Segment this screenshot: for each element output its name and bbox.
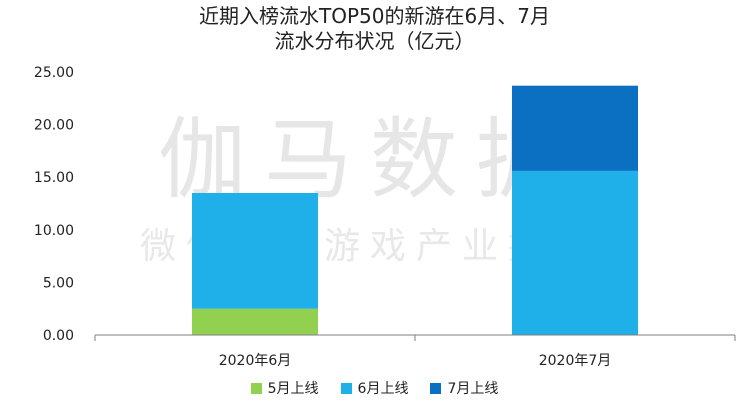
x-category-label: 2020年6月: [219, 353, 292, 369]
legend-label: 6月上线: [357, 381, 409, 397]
y-tick-label: 20.00: [34, 118, 74, 134]
chart-title-line-1: 近期入榜流水TOP50的新游在6月、7月: [199, 4, 550, 28]
bar-segment: [512, 85, 638, 171]
legend-swatch: [430, 382, 442, 394]
legend-item: 5月上线: [250, 378, 319, 398]
legend-label: 7月上线: [447, 381, 499, 397]
x-category-label: 2020年7月: [539, 353, 612, 369]
y-tick-label: 5.00: [43, 275, 74, 291]
chart-title-line-2: 流水分布状况（亿元）: [274, 29, 475, 53]
y-axis: 0.00 5.00 10.00 15.00 20.00 25.00: [34, 65, 74, 344]
legend: 5月上线 6月上线 7月上线: [0, 378, 749, 398]
legend-item: 6月上线: [340, 378, 409, 398]
bars: [192, 85, 638, 335]
bar-segment: [192, 308, 318, 335]
x-axis: 2020年6月 2020年7月: [94, 334, 736, 369]
bar-segment: [192, 192, 318, 309]
chart-title: 近期入榜流水TOP50的新游在6月、7月 流水分布状况（亿元）: [0, 4, 749, 54]
bar-segment: [512, 170, 638, 335]
y-tick-label: 15.00: [34, 170, 74, 186]
y-tick-label: 25.00: [34, 65, 74, 81]
legend-label: 5月上线: [267, 381, 319, 397]
legend-swatch: [250, 382, 262, 394]
y-tick-label: 10.00: [34, 223, 74, 239]
legend-swatch: [340, 382, 352, 394]
legend-item: 7月上线: [430, 378, 498, 398]
y-tick-label: 0.00: [43, 328, 74, 344]
